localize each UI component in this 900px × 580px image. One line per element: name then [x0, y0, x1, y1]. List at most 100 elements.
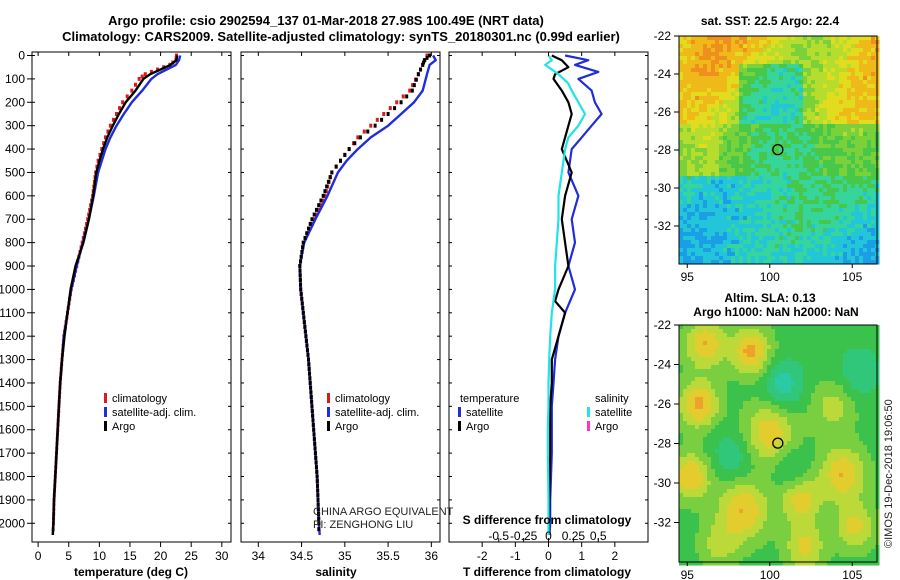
map-cell: [751, 104, 756, 109]
map-cell: [739, 184, 744, 189]
map-cell: [807, 256, 812, 261]
map-cell: [759, 180, 764, 185]
map-cell: [843, 240, 848, 245]
legend-label-climatology: climatology: [112, 393, 168, 405]
map-cell: [799, 240, 804, 245]
map-cell: [775, 208, 780, 213]
x-ticks: 0 5 10 15 20 25 30 34 34.5 35 35.5 36 -2 -1 0 1 2-0.5 -0.…: [35, 52, 618, 563]
map-cell: [851, 56, 856, 61]
map-cell: [683, 389, 688, 394]
map-cell: [807, 196, 812, 201]
depth-tick-label: 100: [5, 72, 25, 86]
map-cell: [763, 184, 768, 189]
map-cell: [803, 104, 808, 109]
map-cell: [723, 104, 728, 109]
map-cell: [691, 373, 696, 378]
map-cell: [683, 337, 688, 342]
map-cell: [811, 345, 816, 350]
map-cell: [703, 232, 708, 237]
map-cell: [739, 136, 744, 141]
map-cell: [687, 381, 692, 386]
map-cell: [767, 140, 772, 145]
map-cell: [815, 144, 820, 149]
map-cell: [831, 405, 836, 410]
map-cell: [863, 345, 868, 350]
map-cell: [863, 329, 868, 334]
map-cell: [679, 337, 684, 342]
data-point: [312, 437, 316, 442]
map-cell: [787, 164, 792, 169]
map-cell: [767, 361, 772, 366]
map-cell: [695, 341, 700, 346]
data-point: [353, 141, 357, 146]
map-cell: [691, 365, 696, 370]
map-cell: [719, 212, 724, 217]
map-cell: [795, 100, 800, 105]
map-cell: [863, 373, 868, 378]
map-cell: [799, 192, 804, 197]
map-cell: [763, 124, 768, 129]
map-cell: [827, 108, 832, 113]
map-cell: [719, 224, 724, 229]
map-cell: [859, 40, 864, 45]
map-cell: [715, 56, 720, 61]
map-cell: [691, 389, 696, 394]
map-cell: [871, 88, 876, 93]
map-cell: [763, 204, 768, 209]
map-cell: [803, 417, 808, 422]
map-cell: [715, 184, 720, 189]
map-cell: [855, 377, 860, 382]
map-cell: [739, 196, 744, 201]
map-cell: [815, 325, 820, 330]
map-cell: [695, 437, 700, 442]
map-cell: [815, 208, 820, 213]
map-cell: [871, 409, 876, 414]
map-cell: [863, 441, 868, 446]
map-cell: [791, 397, 796, 402]
map-cell: [711, 140, 716, 145]
map-cell: [711, 401, 716, 406]
map-cell: [687, 248, 692, 253]
map-cell: [759, 192, 764, 197]
map-cell: [803, 405, 808, 410]
map-cell: [783, 116, 788, 121]
map-cell: [831, 248, 836, 253]
map-cell: [791, 417, 796, 422]
map-cell: [743, 88, 748, 93]
map-cell: [679, 172, 684, 177]
map-cell: [727, 224, 732, 229]
map-cell: [719, 425, 724, 430]
map-cell: [767, 180, 772, 185]
lat-tick-label: -28: [654, 143, 672, 157]
map-cell: [795, 236, 800, 241]
map-cell: [703, 373, 708, 378]
map-cell: [699, 433, 704, 438]
map-cell: [779, 361, 784, 366]
data-point: [313, 441, 317, 446]
map-cell: [679, 453, 684, 458]
map-cell: [831, 361, 836, 366]
map-cell: [727, 248, 732, 253]
map-cell: [751, 92, 756, 97]
map-cell: [871, 228, 876, 233]
map-cell: [691, 337, 696, 342]
map-cell: [703, 132, 708, 137]
map-cell: [711, 405, 716, 410]
map-cell: [795, 104, 800, 109]
map-cell: [791, 377, 796, 382]
map-cell: [723, 381, 728, 386]
map-cell: [707, 260, 712, 265]
map-cell: [723, 56, 728, 61]
map-cell: [799, 228, 804, 233]
map-cell: [703, 192, 708, 197]
map-cell: [859, 453, 864, 458]
map-cell: [859, 76, 864, 81]
map-cell: [691, 192, 696, 197]
map-cell: [811, 413, 816, 418]
map-cell: [691, 385, 696, 390]
map-cell: [819, 385, 824, 390]
map-cell: [819, 96, 824, 101]
map-cell: [755, 68, 760, 73]
map-cell: [711, 421, 716, 426]
map-cell: [747, 80, 752, 85]
